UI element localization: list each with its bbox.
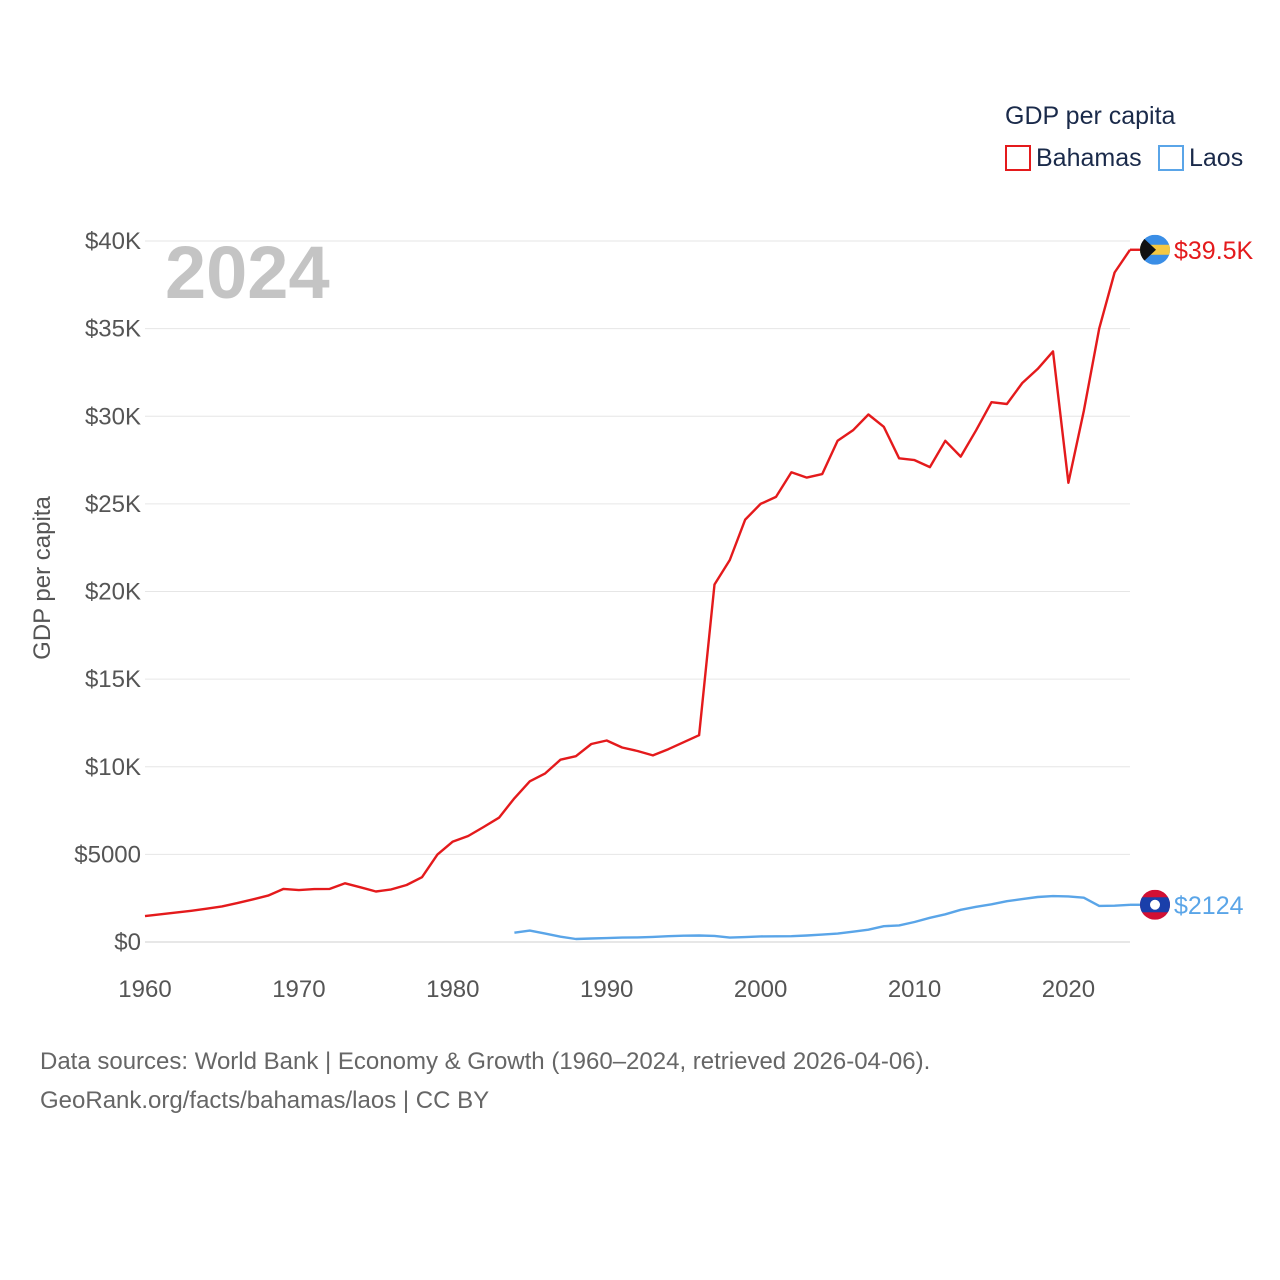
x-tick-label: 1970 [272,976,325,1003]
end-label-bahamas: $39.5K [1174,237,1254,265]
x-tick-label: 2000 [734,976,787,1003]
series-end-markers: $39.5K $2124 [1130,234,1254,920]
y-tick-label: $0 [114,929,141,956]
legend-label-laos: Laos [1189,144,1243,172]
legend-swatch-bahamas [1005,145,1031,171]
y-tick-label: $20K [85,579,141,606]
x-tick-label: 1960 [118,976,171,1003]
y-tick-label: $15K [85,666,141,693]
bahamas-flag-icon [1140,234,1170,265]
footer: Data sources: World Bank | Economy & Gro… [40,1042,1240,1120]
grid-lines [145,240,1130,943]
series-line-laos [514,894,1131,941]
y-axis-ticks: $0 $5000 $10K $15K $20K $25K $30K $35K $40K [74,228,141,956]
legend-title: GDP per capita [1005,102,1176,130]
year-label: 2024 [165,231,330,314]
x-tick-label: 1980 [426,976,479,1003]
y-tick-label: $5000 [74,841,141,868]
series-lines [144,249,1131,941]
legend-swatch-laos [1158,145,1184,171]
y-tick-label: $30K [85,403,141,430]
y-axis-label: GDP per capita [29,496,56,660]
attribution-link[interactable]: GeoRank.org/facts/bahamas/laos | CC BY [40,1087,490,1114]
x-tick-label: 1990 [580,976,633,1003]
series-line-bahamas [144,249,1131,918]
legend: GDP per capita Bahamas Laos [1005,102,1243,172]
end-label-laos: $2124 [1174,892,1244,920]
y-tick-label: $10K [85,754,141,781]
x-tick-label: 2020 [1042,976,1095,1003]
x-tick-label: 2010 [888,976,941,1003]
y-tick-label: $35K [85,316,141,343]
legend-label-bahamas: Bahamas [1036,144,1142,172]
y-tick-label: $40K [85,228,141,255]
laos-flag-icon [1140,889,1170,920]
y-tick-label: $25K [85,491,141,518]
legend-item-bahamas[interactable]: Bahamas [1005,144,1142,172]
data-sources-text: Data sources: World Bank | Economy & Gro… [40,1048,931,1075]
legend-item-laos[interactable]: Laos [1158,144,1243,172]
x-axis-ticks: 1960 1970 1980 1990 2000 2010 2020 [118,976,1095,1003]
